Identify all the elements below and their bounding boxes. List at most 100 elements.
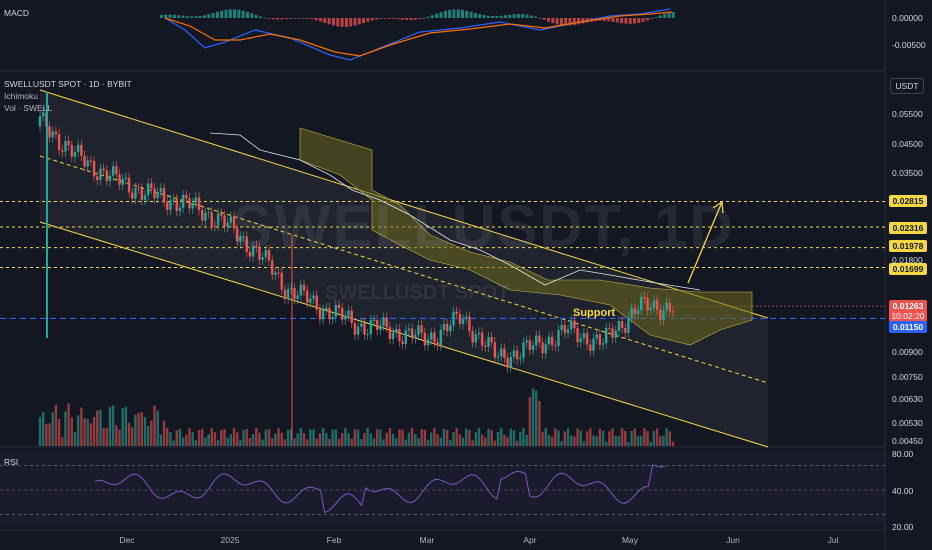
volume-bar	[121, 408, 124, 446]
candle-body	[506, 357, 509, 368]
price-axis-label: 0.04500	[892, 139, 923, 149]
time-axis-label: Jul	[827, 535, 839, 545]
volume-bar	[185, 434, 188, 446]
macd-histogram-bar	[375, 18, 378, 20]
volume-bar	[226, 437, 229, 446]
time-axis-label: Apr	[523, 535, 537, 545]
currency-button[interactable]: USDT	[890, 78, 924, 94]
volume-bar	[528, 396, 532, 446]
macd-histogram-bar	[387, 18, 391, 19]
candle-body	[372, 319, 376, 321]
volume-bar	[601, 430, 605, 446]
volume-bar	[264, 429, 268, 446]
volume-bar	[506, 437, 509, 446]
candle-body	[315, 295, 318, 310]
candle-body	[159, 188, 163, 192]
candle-body	[124, 177, 128, 179]
candle-body	[646, 298, 649, 311]
candle-body	[169, 200, 172, 210]
macd-signal-line	[164, 11, 673, 57]
rsi-line	[94, 464, 665, 514]
macd-histogram-bar	[559, 18, 563, 26]
candle-body	[655, 300, 659, 310]
level-tag[interactable]: 0.02316	[889, 222, 927, 234]
indicator-volume[interactable]: Vol · SWELL	[4, 103, 53, 113]
macd-histogram-bar	[671, 12, 675, 18]
candle-body	[296, 295, 299, 299]
volume-bar	[181, 437, 185, 446]
time-axis-label: 2025	[220, 535, 240, 545]
volume-bar	[67, 403, 70, 446]
time-axis-label: Jun	[726, 535, 740, 545]
macd-label[interactable]: MACD	[4, 8, 30, 18]
volume-bar	[423, 429, 427, 446]
macd-histogram-bar	[349, 18, 353, 27]
level-tag[interactable]: 0.01978	[889, 240, 927, 252]
candle-body	[201, 210, 204, 221]
channel-fill	[40, 90, 768, 447]
candle-body	[286, 288, 290, 300]
candle-body	[576, 328, 579, 343]
volume-bar	[340, 433, 344, 446]
macd-histogram-bar	[362, 18, 366, 24]
volume-bar	[347, 433, 350, 446]
volume-bar	[172, 440, 175, 446]
support-annotation[interactable]: Support	[573, 307, 616, 319]
volume-bar	[350, 438, 353, 446]
candle-countdown: 10:02:20	[891, 311, 925, 321]
candle-body	[245, 236, 248, 252]
candle-body	[391, 332, 395, 340]
volume-bar	[401, 429, 404, 446]
rsi-label[interactable]: RSI	[4, 457, 19, 467]
candle-body	[242, 236, 245, 238]
macd-histogram-bar	[667, 12, 671, 18]
candle-body	[181, 194, 185, 208]
volume-bar	[655, 428, 659, 446]
candle-body	[659, 309, 662, 321]
rsi-band	[0, 453, 885, 527]
volume-bar	[493, 440, 497, 446]
level-tag[interactable]: 0.02815	[889, 195, 927, 207]
candle-body	[312, 295, 315, 299]
current-price-tag[interactable]: 0.01263 10:02:20	[889, 300, 927, 322]
volume-bar	[404, 439, 408, 446]
macd-histogram-bar	[542, 18, 546, 20]
indicator-ichimoku[interactable]: Ichimoku	[4, 91, 39, 101]
volume-bar	[156, 410, 159, 446]
macd-histogram-bar	[611, 18, 615, 22]
candle-body	[493, 342, 497, 358]
candle-body	[639, 297, 643, 311]
volume-bar	[239, 439, 242, 446]
level-tag[interactable]: 0.01699	[889, 263, 927, 275]
volume-bar	[134, 414, 137, 446]
candle-body	[573, 320, 576, 329]
time-axis-label: Dec	[119, 535, 135, 545]
macd-histogram-bar	[628, 18, 632, 24]
volume-bar	[671, 441, 675, 446]
candle-body	[465, 316, 468, 320]
volume-bar	[337, 438, 341, 446]
macd-histogram-bar	[555, 18, 559, 25]
volume-bar	[210, 428, 213, 446]
volume-bar	[430, 432, 433, 446]
candle-body	[404, 330, 408, 344]
candle-body	[633, 308, 637, 314]
macd-axis-label: -0.00500	[892, 40, 926, 50]
volume-bar	[471, 440, 474, 446]
candle-body	[560, 325, 563, 330]
support-price-tag[interactable]: 0.01150	[889, 321, 927, 333]
candle-body	[395, 329, 398, 333]
symbol-title[interactable]: SWELLUSDT SPOT · 1D · BYBIT	[4, 79, 132, 89]
candle-body	[280, 272, 283, 290]
candle-body	[267, 250, 271, 261]
volume-bar	[624, 430, 627, 446]
macd-histogram-bar	[405, 18, 409, 20]
macd-histogram-bar	[456, 9, 460, 18]
candle-body	[251, 245, 255, 257]
volume-bar	[391, 433, 395, 446]
volume-bar	[299, 428, 303, 446]
candle-body	[178, 207, 182, 212]
candle-body	[557, 329, 560, 346]
